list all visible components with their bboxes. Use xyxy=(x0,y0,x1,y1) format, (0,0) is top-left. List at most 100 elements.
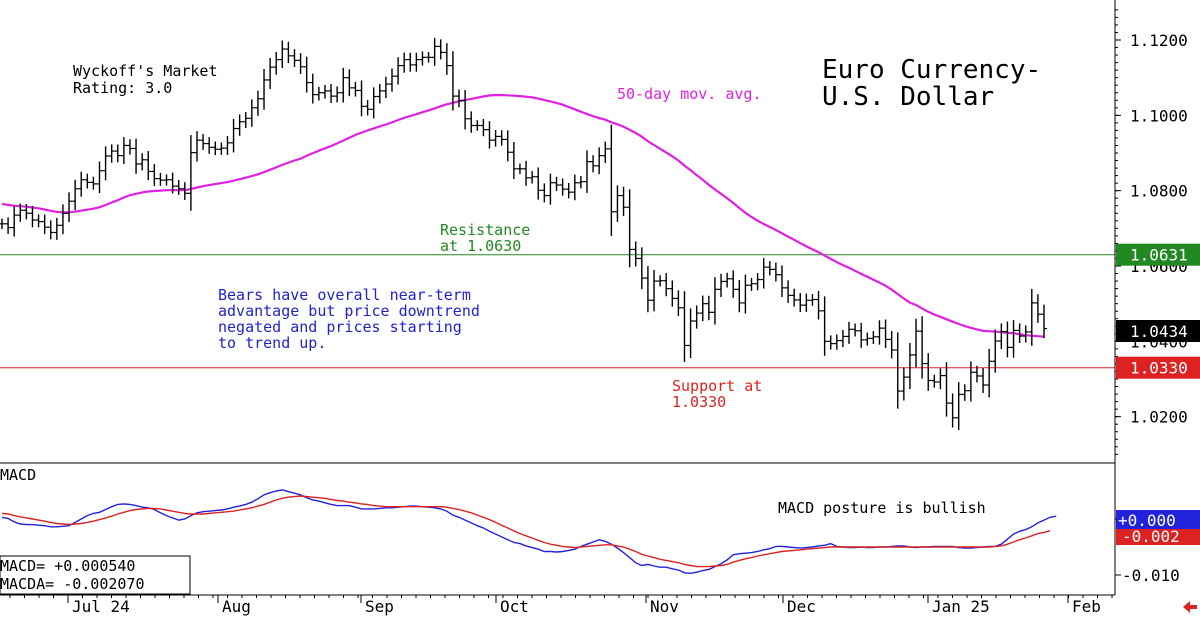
price-bar xyxy=(102,146,109,181)
price-bar xyxy=(833,334,840,350)
support-label-line: 1.0330 xyxy=(672,393,726,411)
price-bar xyxy=(681,291,688,363)
price-bar xyxy=(273,52,280,75)
price-bar xyxy=(541,183,548,203)
price-bar xyxy=(602,141,609,163)
price-bar xyxy=(1022,325,1029,343)
left-arrow-shape xyxy=(1183,601,1197,613)
price-bar xyxy=(291,49,298,67)
resistance-label-line: Resistance xyxy=(440,221,530,239)
price-bar xyxy=(760,258,767,289)
macd-panel: MACD MACD posture is bullish xyxy=(0,466,1057,575)
price-bar xyxy=(754,273,761,291)
macd-badge: +0.000 xyxy=(1116,510,1200,530)
price-bar xyxy=(504,130,511,162)
price-bar xyxy=(724,272,731,288)
price-bar xyxy=(407,52,414,72)
price-bar xyxy=(852,323,859,337)
macd-tick-label: -0.010 xyxy=(1122,566,1180,585)
price-bar xyxy=(425,52,432,63)
price-bar xyxy=(133,138,140,174)
price-bar xyxy=(955,382,962,431)
price-bar xyxy=(413,52,420,72)
price-bar xyxy=(644,266,651,313)
price-bar xyxy=(395,57,402,85)
price-bar xyxy=(108,144,115,163)
resistance-badge-bg xyxy=(1116,243,1200,266)
time-tick-label: Sep xyxy=(365,597,394,616)
price-bar xyxy=(931,374,938,388)
time-tick-label: Aug xyxy=(222,597,251,616)
rating-line: Wyckoff's Market xyxy=(73,62,218,80)
price-bar xyxy=(242,112,249,129)
labels: 1.0631 1.0434 1.0330 Euro Currency-U.S. Dol… xyxy=(0,55,1200,613)
last-price-badge: 1.0434 xyxy=(1116,320,1200,342)
price-bar xyxy=(876,320,883,345)
time-tick-label: Jan 25 xyxy=(932,597,990,616)
last-price-badge-bg xyxy=(1116,320,1200,342)
price-bar xyxy=(906,342,913,390)
price-bar xyxy=(870,331,877,345)
price-bar xyxy=(169,172,176,194)
time-tick-label: Oct xyxy=(500,597,529,616)
price-bar xyxy=(17,203,24,222)
macd-badge-bg xyxy=(1116,510,1200,529)
price-bar xyxy=(657,275,664,287)
support-badge-text: 1.0330 xyxy=(1130,359,1188,378)
price-bar xyxy=(577,176,584,189)
price-bars xyxy=(0,37,1047,431)
price-bar xyxy=(949,393,956,428)
price-bar xyxy=(224,135,231,155)
commentary-line: negated and prices starting xyxy=(218,318,462,336)
price-bar xyxy=(590,155,597,173)
price-bar xyxy=(766,261,773,276)
left-arrow-icon xyxy=(1183,601,1197,613)
price-bar xyxy=(419,51,426,66)
support-badge: 1.0330 xyxy=(1116,356,1200,379)
price-bar xyxy=(961,384,968,401)
price-bar xyxy=(986,348,993,398)
price-bar xyxy=(973,365,980,383)
resistance-label-line: at 1.0630 xyxy=(440,237,521,255)
price-bar xyxy=(321,85,328,99)
price-bar xyxy=(468,111,475,133)
price-bar xyxy=(651,270,658,312)
price-bar xyxy=(992,329,999,373)
price-bar xyxy=(718,273,725,297)
price-bar xyxy=(1010,320,1017,358)
price-bar xyxy=(516,163,523,175)
price-bar xyxy=(730,270,737,298)
price-bar xyxy=(571,174,578,201)
price-bar xyxy=(492,130,499,147)
macd-annotation: MACD posture is bullish xyxy=(778,499,986,517)
macd-badge-text: +0.000 xyxy=(1118,511,1176,530)
price-bar xyxy=(900,367,907,401)
price-bar xyxy=(47,220,54,240)
price-bar xyxy=(90,176,97,190)
price-bar xyxy=(254,90,261,116)
price-bar xyxy=(303,56,310,93)
price-bar xyxy=(334,86,341,103)
price-bar xyxy=(5,217,12,234)
time-tick-label: Nov xyxy=(650,597,679,616)
price-bar xyxy=(1028,288,1035,346)
commentary-line: advantage but price downtrend xyxy=(218,302,480,320)
price-bar xyxy=(139,153,146,171)
price-bar xyxy=(0,218,5,230)
macd-signal-badge: -0.002 xyxy=(1116,527,1200,546)
price-bar xyxy=(998,323,1005,350)
price-bar xyxy=(967,361,974,402)
price-bar xyxy=(943,362,950,417)
support-label-line: Support at xyxy=(672,377,762,395)
price-bar xyxy=(803,293,810,312)
price-bar xyxy=(858,322,865,348)
price-bar xyxy=(608,124,615,236)
price-bar xyxy=(523,160,530,186)
price-bar xyxy=(882,319,889,349)
macd-readout-line: MACD= +0.000540 xyxy=(0,557,135,575)
price-bar xyxy=(309,73,316,104)
resistance-badge: 1.0631 xyxy=(1116,243,1200,266)
price-bar xyxy=(53,217,60,240)
price-bar xyxy=(510,142,517,180)
